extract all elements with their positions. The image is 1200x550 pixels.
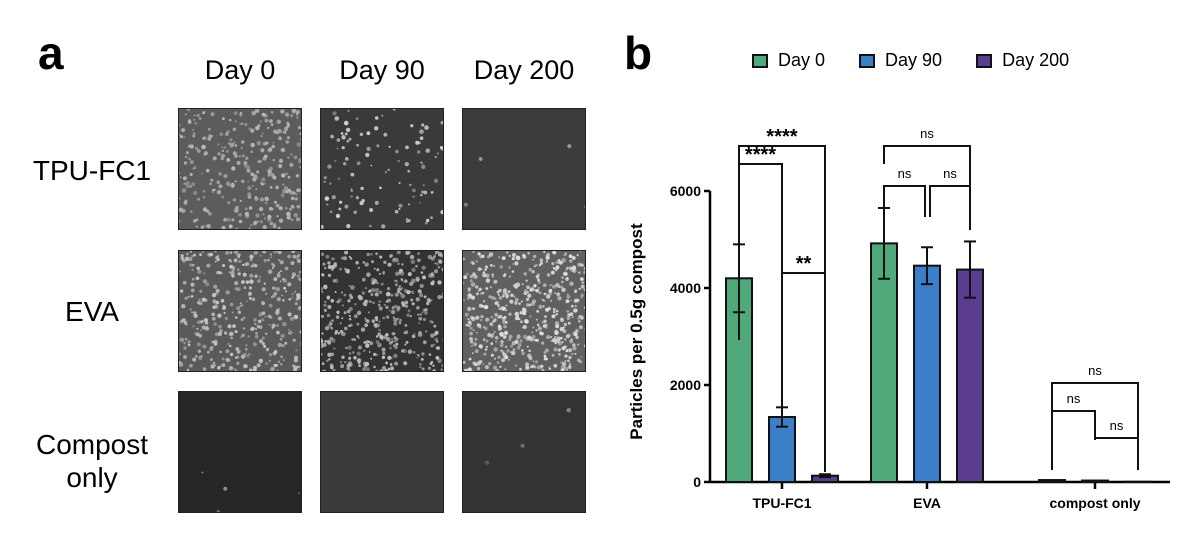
row-label-compost-line1: Compost [35, 429, 149, 460]
significance-bracket [738, 145, 826, 365]
legend-label-day-90: Day 90 [885, 50, 943, 70]
significance-label: **** [745, 144, 776, 166]
bar-eva-day-200 [956, 268, 984, 483]
chart-legend: Day 0 Day 90 Day 200 [752, 50, 1103, 71]
significance-label: ns [1110, 418, 1124, 433]
significance-label: **** [766, 126, 797, 148]
legend-item-day-90: Day 90 [859, 50, 942, 71]
significance-bracket [781, 272, 826, 472]
y-tick-label: 6000 [670, 183, 701, 199]
panel-b-letter: b [624, 27, 653, 79]
row-label-eva: EVA [65, 296, 119, 327]
micrograph-compost-only-day-0 [178, 391, 302, 513]
legend-label-day-0: Day 0 [778, 50, 826, 70]
bar-eva-day-90 [913, 264, 941, 483]
significance-label: ns [920, 126, 934, 141]
significance-label: ns [898, 166, 912, 181]
legend-swatch-day-200 [976, 53, 993, 68]
column-header-day-0: Day 0 [204, 55, 276, 85]
significance-bracket [929, 185, 971, 230]
y-tick-label: 2000 [670, 377, 701, 393]
micrograph-eva-day-0 [178, 250, 302, 372]
micrograph-compost-only-day-90 [320, 391, 444, 513]
column-header-day-90: Day 90 [339, 55, 425, 85]
legend-label-day-200: Day 200 [1002, 50, 1070, 70]
legend-item-day-0: Day 0 [752, 50, 825, 71]
micrograph-tpu-fc1-day-200 [462, 108, 586, 230]
y-tick-label: 0 [693, 474, 701, 490]
significance-bracket [1051, 382, 1139, 470]
row-label-compost-only: Compost only [12, 428, 172, 494]
x-tick-label: TPU-FC1 [752, 495, 811, 511]
legend-swatch-day-0 [752, 53, 768, 68]
micrograph-tpu-fc1-day-90 [320, 108, 444, 230]
y-axis-label: Particles per 0.5g compost [627, 223, 646, 440]
x-tick-label: compost only [1049, 495, 1140, 511]
bar-compost-only-day-90 [1081, 479, 1109, 484]
bar-eva-day-0 [870, 242, 898, 483]
significance-bracket [883, 145, 971, 230]
significance-label: ** [796, 253, 812, 275]
row-label-tpu-fc1: TPU-FC1 [32, 155, 152, 186]
y-tick-label: 4000 [670, 280, 701, 296]
significance-bracket [1094, 437, 1139, 470]
column-header-day-200: Day 200 [473, 55, 575, 85]
significance-bracket [883, 185, 926, 237]
micrograph-eva-day-90 [320, 250, 444, 372]
bar-chart: 0 2000 4000 6000 Particles per 0.5g compost T… [627, 126, 1170, 511]
x-tick-label: EVA [913, 495, 941, 511]
significance-label: ns [1067, 391, 1081, 406]
significance-label: ns [1088, 363, 1102, 378]
micrograph-eva-day-200 [462, 250, 586, 372]
significance-bracket [1051, 410, 1096, 470]
legend-item-day-200: Day 200 [976, 50, 1069, 71]
micrograph-compost-only-day-200 [462, 391, 586, 513]
micrograph-tpu-fc1-day-0 [178, 108, 302, 230]
row-label-compost-line2: only [66, 462, 118, 494]
bar-compost-only-day-0 [1038, 479, 1066, 483]
panel-a-letter: a [38, 27, 64, 79]
significance-label: ns [943, 166, 957, 181]
legend-swatch-day-90 [859, 53, 876, 68]
